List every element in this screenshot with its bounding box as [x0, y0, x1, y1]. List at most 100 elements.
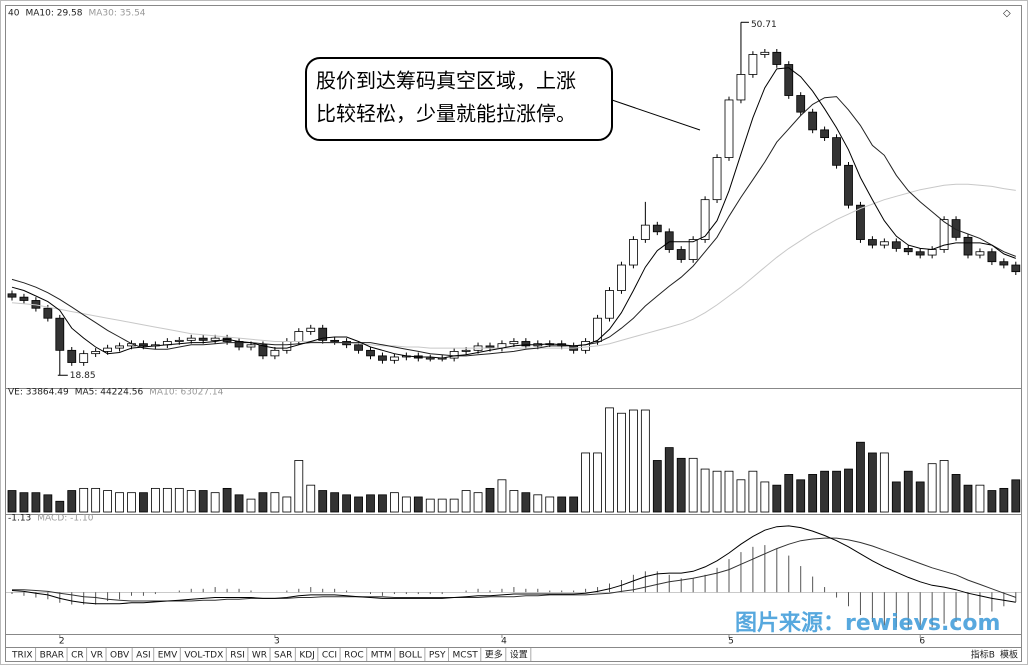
indicator-tab[interactable]: MTM	[371, 651, 392, 661]
volume-bar	[724, 470, 734, 513]
candle-body	[856, 204, 865, 240]
right-button[interactable]: 指标B	[971, 649, 995, 661]
candle-body	[593, 317, 602, 342]
candle-body	[724, 99, 734, 158]
candle-body	[688, 239, 698, 260]
volume-bar	[951, 474, 961, 513]
indicator-tab[interactable]: KDJ	[299, 651, 315, 661]
x-tick-label: 4	[501, 637, 507, 647]
callout-text: 比较轻松，少量就能拉涨停。	[316, 102, 576, 126]
indicator-tab[interactable]: VOL-TDX	[184, 651, 223, 661]
indicator-tab[interactable]: ASI	[136, 651, 151, 661]
volume-bar	[342, 494, 352, 513]
volume-bar	[91, 487, 101, 513]
volume-bar	[879, 452, 889, 513]
candle-body	[784, 64, 794, 96]
candle-body	[820, 129, 829, 139]
candle-body	[903, 248, 913, 253]
indicator-tab[interactable]: OBV	[110, 651, 130, 661]
volume-bar	[533, 494, 543, 513]
volume-label: MA10: 63027.14	[149, 388, 223, 398]
volume-bar	[545, 496, 555, 513]
indicator-tab[interactable]: CR	[71, 651, 84, 661]
high-label: 50.71	[751, 20, 777, 30]
volume-bar	[593, 452, 602, 513]
indicator-tab[interactable]: WR	[252, 651, 267, 661]
indicator-tab[interactable]: PSY	[429, 651, 446, 661]
candle-body	[258, 344, 268, 357]
callout-pointer	[611, 99, 701, 131]
candle-body	[521, 341, 531, 347]
diamond-icon[interactable]: ◇	[1003, 8, 1011, 19]
volume-bar	[198, 490, 208, 513]
volume-bar	[7, 490, 17, 513]
volume-bar	[509, 490, 519, 513]
volume-label: MA5: 44224.56	[75, 388, 144, 398]
right-button[interactable]: 模板	[1000, 649, 1018, 661]
candle-body	[868, 239, 877, 246]
volume-bar	[67, 490, 77, 513]
indicator-tab[interactable]: BRAR	[40, 651, 64, 661]
candle-body	[676, 249, 686, 260]
candle-body	[879, 241, 889, 246]
volume-bar	[318, 490, 328, 513]
volume-bar	[413, 496, 423, 513]
volume-bar	[31, 492, 41, 513]
candle-body	[951, 219, 961, 238]
indicator-tab[interactable]: 更多	[485, 649, 503, 661]
indicator-tab[interactable]: ROC	[344, 651, 364, 661]
candle-body	[629, 239, 638, 266]
indicator-tab[interactable]: MCST	[453, 651, 479, 661]
volume-bar	[378, 494, 387, 513]
volume-bar	[605, 407, 614, 513]
volume-bar	[222, 487, 232, 513]
candle-body	[318, 327, 328, 341]
volume-bar	[162, 487, 172, 513]
volume-bar	[186, 490, 196, 513]
volume-bar	[700, 468, 710, 513]
dea-line	[12, 537, 1016, 602]
volume-bar	[354, 496, 363, 513]
indicator-tab[interactable]: RSI	[230, 651, 245, 661]
volume-bar	[437, 498, 447, 513]
volume-bar	[473, 492, 483, 513]
volume-bar	[987, 490, 997, 513]
indicator-tab[interactable]: 设置	[510, 650, 528, 661]
candle-body	[389, 356, 399, 361]
volume-bar	[736, 479, 746, 513]
indicator-tab[interactable]: SAR	[274, 651, 292, 661]
volume-bar	[808, 474, 818, 513]
candle-body	[246, 344, 256, 348]
candle-body	[927, 249, 937, 256]
candle-body	[772, 51, 782, 65]
volume-bar	[425, 498, 435, 513]
candle-body	[509, 341, 519, 345]
candle-body	[91, 351, 101, 355]
volume-bar	[664, 447, 674, 513]
volume-bar	[856, 441, 865, 513]
volume-bar	[294, 460, 304, 513]
indicator-tab[interactable]: CCI	[322, 651, 337, 661]
candle-body	[891, 241, 901, 249]
candle-body	[55, 317, 65, 351]
volume-bar	[103, 490, 112, 513]
volume-bar	[999, 487, 1009, 513]
indicator-tab[interactable]: BOLL	[399, 651, 422, 661]
volume-bar	[246, 498, 256, 513]
candle-body	[270, 349, 280, 357]
volume-bar	[210, 492, 220, 513]
volume-bar	[772, 484, 782, 513]
volume-bar	[557, 496, 567, 513]
volume-bar	[629, 409, 638, 513]
candle-body	[617, 264, 626, 291]
indicator-tab[interactable]: TRIX	[11, 651, 33, 661]
indicator-tab[interactable]: VR	[91, 651, 103, 661]
candle-body	[640, 224, 650, 240]
candle-body	[115, 345, 124, 349]
candle-body	[975, 251, 985, 256]
volume-bar	[903, 470, 913, 513]
ma10-line	[11, 96, 1016, 357]
volume-bar	[915, 481, 925, 513]
indicator-tab[interactable]: EMV	[158, 651, 178, 661]
